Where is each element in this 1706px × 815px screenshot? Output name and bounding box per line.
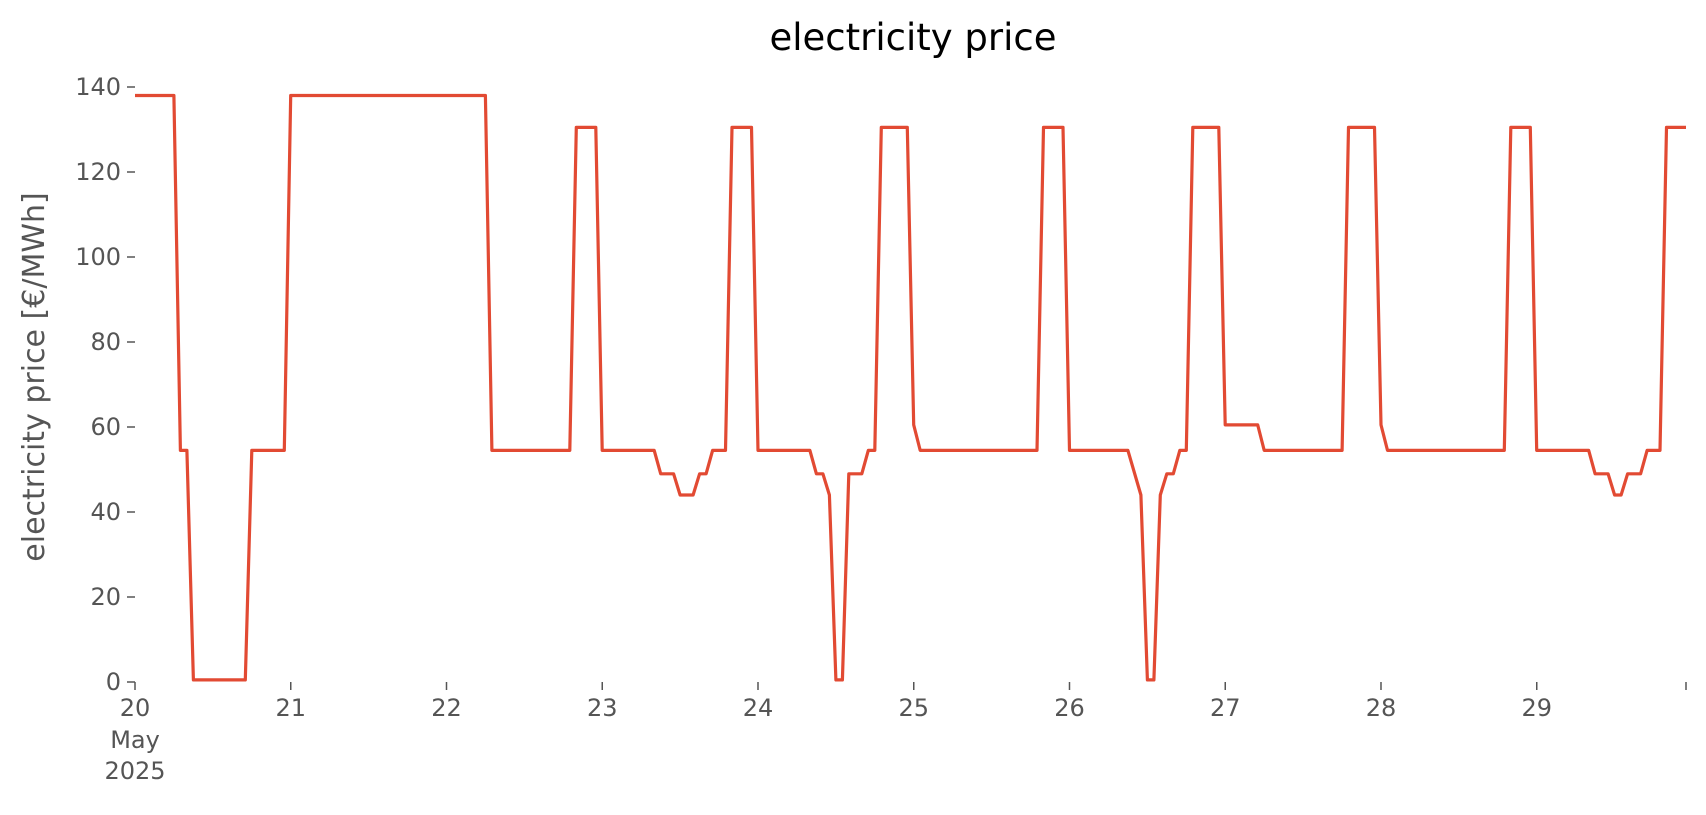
y-tick-label: 120 (75, 158, 121, 186)
x-offset-label: 2025 (104, 757, 165, 785)
x-tick-label: 25 (898, 694, 929, 722)
x-tick-label: 28 (1366, 694, 1397, 722)
x-tick-label: 29 (1521, 694, 1552, 722)
line (135, 93, 1686, 682)
y-tick-label: 20 (90, 583, 121, 611)
x-tick-label: 27 (1210, 694, 1241, 722)
x-tick-label: 21 (275, 694, 306, 722)
x-tick-label: 22 (431, 694, 462, 722)
y-tick-label: 60 (90, 413, 121, 441)
x-tick-label: 20 (120, 694, 151, 722)
y-tick-label: 0 (106, 668, 121, 696)
y-tick-label: 40 (90, 498, 121, 526)
y-tick-label: 140 (75, 73, 121, 101)
chart-title: electricity price (769, 16, 1056, 59)
y-tick-label: 80 (90, 328, 121, 356)
x-tick-label: 26 (1054, 694, 1085, 722)
x-tick-label: 24 (743, 694, 774, 722)
x-tick-label: 23 (587, 694, 618, 722)
y-tick-label: 100 (75, 243, 121, 271)
x-offset-label: May (110, 726, 160, 754)
y-axis-label: electricity price [€/MWh] (17, 192, 52, 561)
